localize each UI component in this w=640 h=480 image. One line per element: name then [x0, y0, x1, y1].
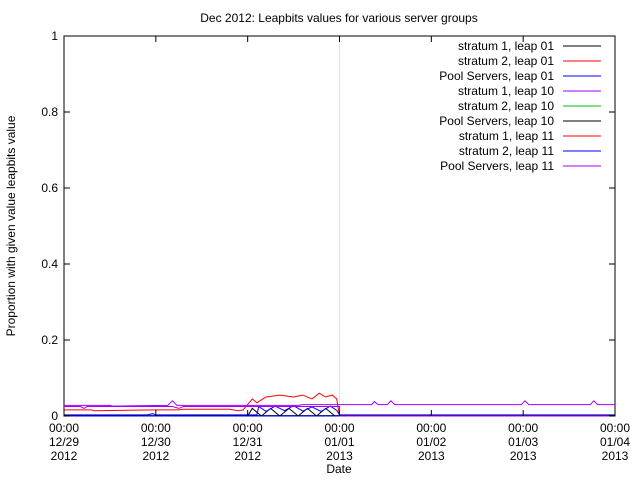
x-tick-label: 2013 [326, 449, 353, 463]
x-tick-label: 01/02 [416, 435, 446, 449]
x-tick-label: 00:00 [600, 421, 630, 435]
x-axis: 00:0012/29201200:0012/30201200:0012/3120… [49, 36, 630, 463]
y-tick-label: 1 [51, 29, 58, 43]
legend-label: Pool Servers, leap 11 [440, 159, 554, 173]
x-tick-label: 00:00 [416, 421, 446, 435]
y-axis-label: Proportion with given value leapbits val… [4, 115, 18, 336]
x-tick-label: 00:00 [233, 421, 263, 435]
x-axis-label: Date [326, 462, 352, 476]
legend-label: stratum 1, leap 10 [458, 84, 554, 98]
x-tick-label: 01/03 [508, 435, 538, 449]
chart-title: Dec 2012: Leapbits values for various se… [200, 11, 477, 25]
y-tick-label: 0.4 [41, 257, 58, 271]
x-tick-label: 2013 [602, 449, 629, 463]
y-tick-label: 0 [51, 409, 58, 423]
y-tick-label: 0.6 [41, 181, 58, 195]
legend-label: stratum 2, leap 11 [459, 144, 554, 158]
legend-label: stratum 2, leap 01 [458, 54, 554, 68]
y-axis: 0 0.2 0.4 0.6 0.8 1 [41, 29, 615, 423]
x-tick-label: 12/31 [233, 435, 263, 449]
x-tick-label: 00:00 [49, 421, 79, 435]
x-tick-label: 2012 [51, 449, 78, 463]
x-tick-label: 2012 [142, 449, 169, 463]
x-tick-label: 00:00 [508, 421, 538, 435]
x-tick-label: 01/01 [324, 435, 354, 449]
legend-label: stratum 1, leap 11 [459, 129, 554, 143]
x-tick-label: 00:00 [141, 421, 171, 435]
x-tick-label: 01/04 [600, 435, 630, 449]
series-line-4 [64, 400, 615, 407]
series-line-9 [64, 406, 615, 417]
series-line-1 [64, 407, 615, 417]
x-tick-label: 2013 [418, 449, 445, 463]
x-tick-label: 12/30 [141, 435, 171, 449]
series-line-3 [64, 405, 615, 416]
legend-label: Pool Servers, leap 01 [439, 69, 554, 83]
x-tick-label: 12/29 [49, 435, 79, 449]
x-tick-label: 2013 [510, 449, 537, 463]
legend-label: stratum 1, leap 01 [458, 39, 554, 53]
x-tick-label: 2012 [234, 449, 261, 463]
legend-label: Pool Servers, leap 10 [439, 114, 554, 128]
y-tick-label: 0.2 [41, 333, 58, 347]
legend-label: stratum 2, leap 10 [458, 99, 554, 113]
x-tick-label: 00:00 [324, 421, 354, 435]
series-line-2 [64, 392, 615, 417]
y-tick-label: 0.8 [41, 105, 58, 119]
